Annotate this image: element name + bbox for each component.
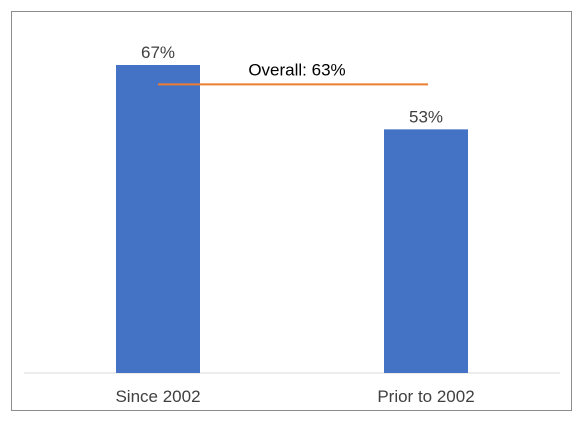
overall-reference-label: Overall: 63% — [248, 60, 345, 79]
bar-1 — [116, 65, 200, 373]
category-label-1: Since 2002 — [115, 387, 200, 406]
data-label-1: 67% — [141, 43, 175, 62]
bar-2 — [384, 129, 468, 373]
chart-frame — [11, 11, 572, 411]
data-label-2: 53% — [409, 107, 443, 126]
category-label-2: Prior to 2002 — [377, 387, 474, 406]
